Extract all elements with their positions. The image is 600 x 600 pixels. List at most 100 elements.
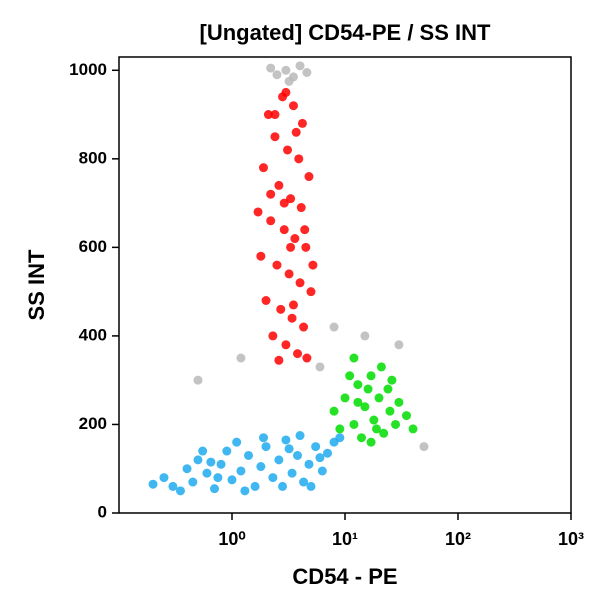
data-point bbox=[216, 459, 226, 469]
data-point bbox=[258, 433, 268, 443]
data-point bbox=[168, 481, 178, 491]
data-point bbox=[394, 397, 404, 407]
data-point bbox=[202, 468, 212, 478]
data-point bbox=[379, 428, 389, 438]
data-point bbox=[258, 163, 268, 173]
data-point bbox=[283, 145, 293, 155]
plot-frame bbox=[118, 56, 572, 514]
data-point bbox=[345, 371, 355, 381]
chart-title: [Ungated] CD54-PE / SS INT bbox=[200, 20, 491, 45]
data-point bbox=[293, 450, 303, 460]
data-point bbox=[387, 375, 397, 385]
data-point bbox=[299, 322, 309, 332]
data-point bbox=[236, 466, 246, 476]
data-point bbox=[250, 481, 260, 491]
data-point bbox=[294, 154, 304, 164]
data-point bbox=[295, 278, 305, 288]
data-point bbox=[295, 61, 305, 71]
data-point bbox=[193, 375, 203, 385]
data-point bbox=[222, 446, 232, 456]
data-point bbox=[340, 393, 350, 403]
y-tick-label: 600 bbox=[79, 237, 107, 256]
data-point bbox=[236, 353, 246, 363]
data-point bbox=[148, 479, 158, 489]
data-point bbox=[261, 295, 271, 305]
data-point bbox=[159, 473, 169, 483]
x-tick-label: 10⁰ bbox=[218, 529, 245, 549]
data-point bbox=[272, 260, 282, 270]
data-point bbox=[317, 466, 327, 476]
data-point bbox=[335, 424, 345, 434]
data-point bbox=[256, 462, 266, 472]
data-point bbox=[366, 371, 376, 381]
data-point bbox=[374, 393, 384, 403]
data-point bbox=[290, 234, 300, 244]
data-point bbox=[266, 63, 276, 73]
data-point bbox=[302, 353, 312, 363]
data-point bbox=[353, 380, 363, 390]
data-point bbox=[363, 384, 373, 394]
data-point bbox=[281, 340, 291, 350]
data-point bbox=[371, 424, 381, 434]
data-point bbox=[281, 435, 291, 445]
data-point bbox=[270, 110, 280, 120]
data-point bbox=[301, 242, 311, 252]
data-point bbox=[284, 269, 294, 279]
data-point bbox=[272, 70, 282, 80]
x-axis-label: CD54 - PE bbox=[292, 564, 397, 589]
data-point bbox=[279, 198, 289, 208]
data-point bbox=[270, 132, 280, 142]
data-point bbox=[274, 355, 284, 365]
data-point bbox=[391, 419, 401, 429]
data-point bbox=[288, 300, 298, 310]
y-tick-label: 0 bbox=[98, 502, 107, 521]
data-point bbox=[278, 481, 288, 491]
y-tick-label: 400 bbox=[79, 325, 107, 344]
data-point bbox=[419, 442, 429, 452]
data-point bbox=[329, 322, 339, 332]
data-point bbox=[401, 411, 411, 421]
data-point bbox=[349, 353, 359, 363]
data-point bbox=[281, 65, 291, 75]
data-point bbox=[295, 431, 305, 441]
data-point bbox=[394, 340, 404, 350]
data-point bbox=[268, 473, 278, 483]
data-point bbox=[308, 260, 318, 270]
data-point bbox=[263, 110, 273, 120]
data-point bbox=[198, 446, 208, 456]
data-point bbox=[182, 464, 192, 474]
data-point bbox=[322, 448, 332, 458]
y-axis-label: SS INT bbox=[24, 249, 49, 320]
y-tick-label: 200 bbox=[79, 414, 107, 433]
data-point bbox=[304, 172, 314, 182]
data-point bbox=[357, 433, 367, 443]
data-point bbox=[376, 362, 386, 372]
data-point bbox=[315, 453, 325, 463]
data-point bbox=[369, 415, 379, 425]
data-point bbox=[287, 468, 297, 478]
data-point bbox=[286, 194, 296, 204]
data-point bbox=[385, 406, 395, 416]
data-point bbox=[227, 475, 237, 485]
data-point bbox=[306, 287, 316, 297]
data-point bbox=[256, 251, 266, 261]
x-tick-label: 10³ bbox=[558, 529, 584, 549]
y-tick-label: 800 bbox=[79, 148, 107, 167]
data-point bbox=[296, 203, 306, 213]
data-point bbox=[281, 87, 291, 97]
data-point bbox=[299, 477, 309, 487]
data-point bbox=[266, 189, 276, 199]
data-point bbox=[286, 242, 296, 252]
data-point bbox=[284, 76, 294, 86]
data-point bbox=[253, 207, 263, 217]
data-point bbox=[288, 101, 298, 111]
data-point bbox=[300, 225, 310, 235]
data-point bbox=[206, 457, 216, 467]
data-point bbox=[335, 433, 345, 443]
data-point bbox=[287, 313, 297, 323]
data-point bbox=[276, 304, 286, 314]
y-tick-label: 1000 bbox=[69, 60, 107, 79]
data-point bbox=[268, 331, 278, 341]
